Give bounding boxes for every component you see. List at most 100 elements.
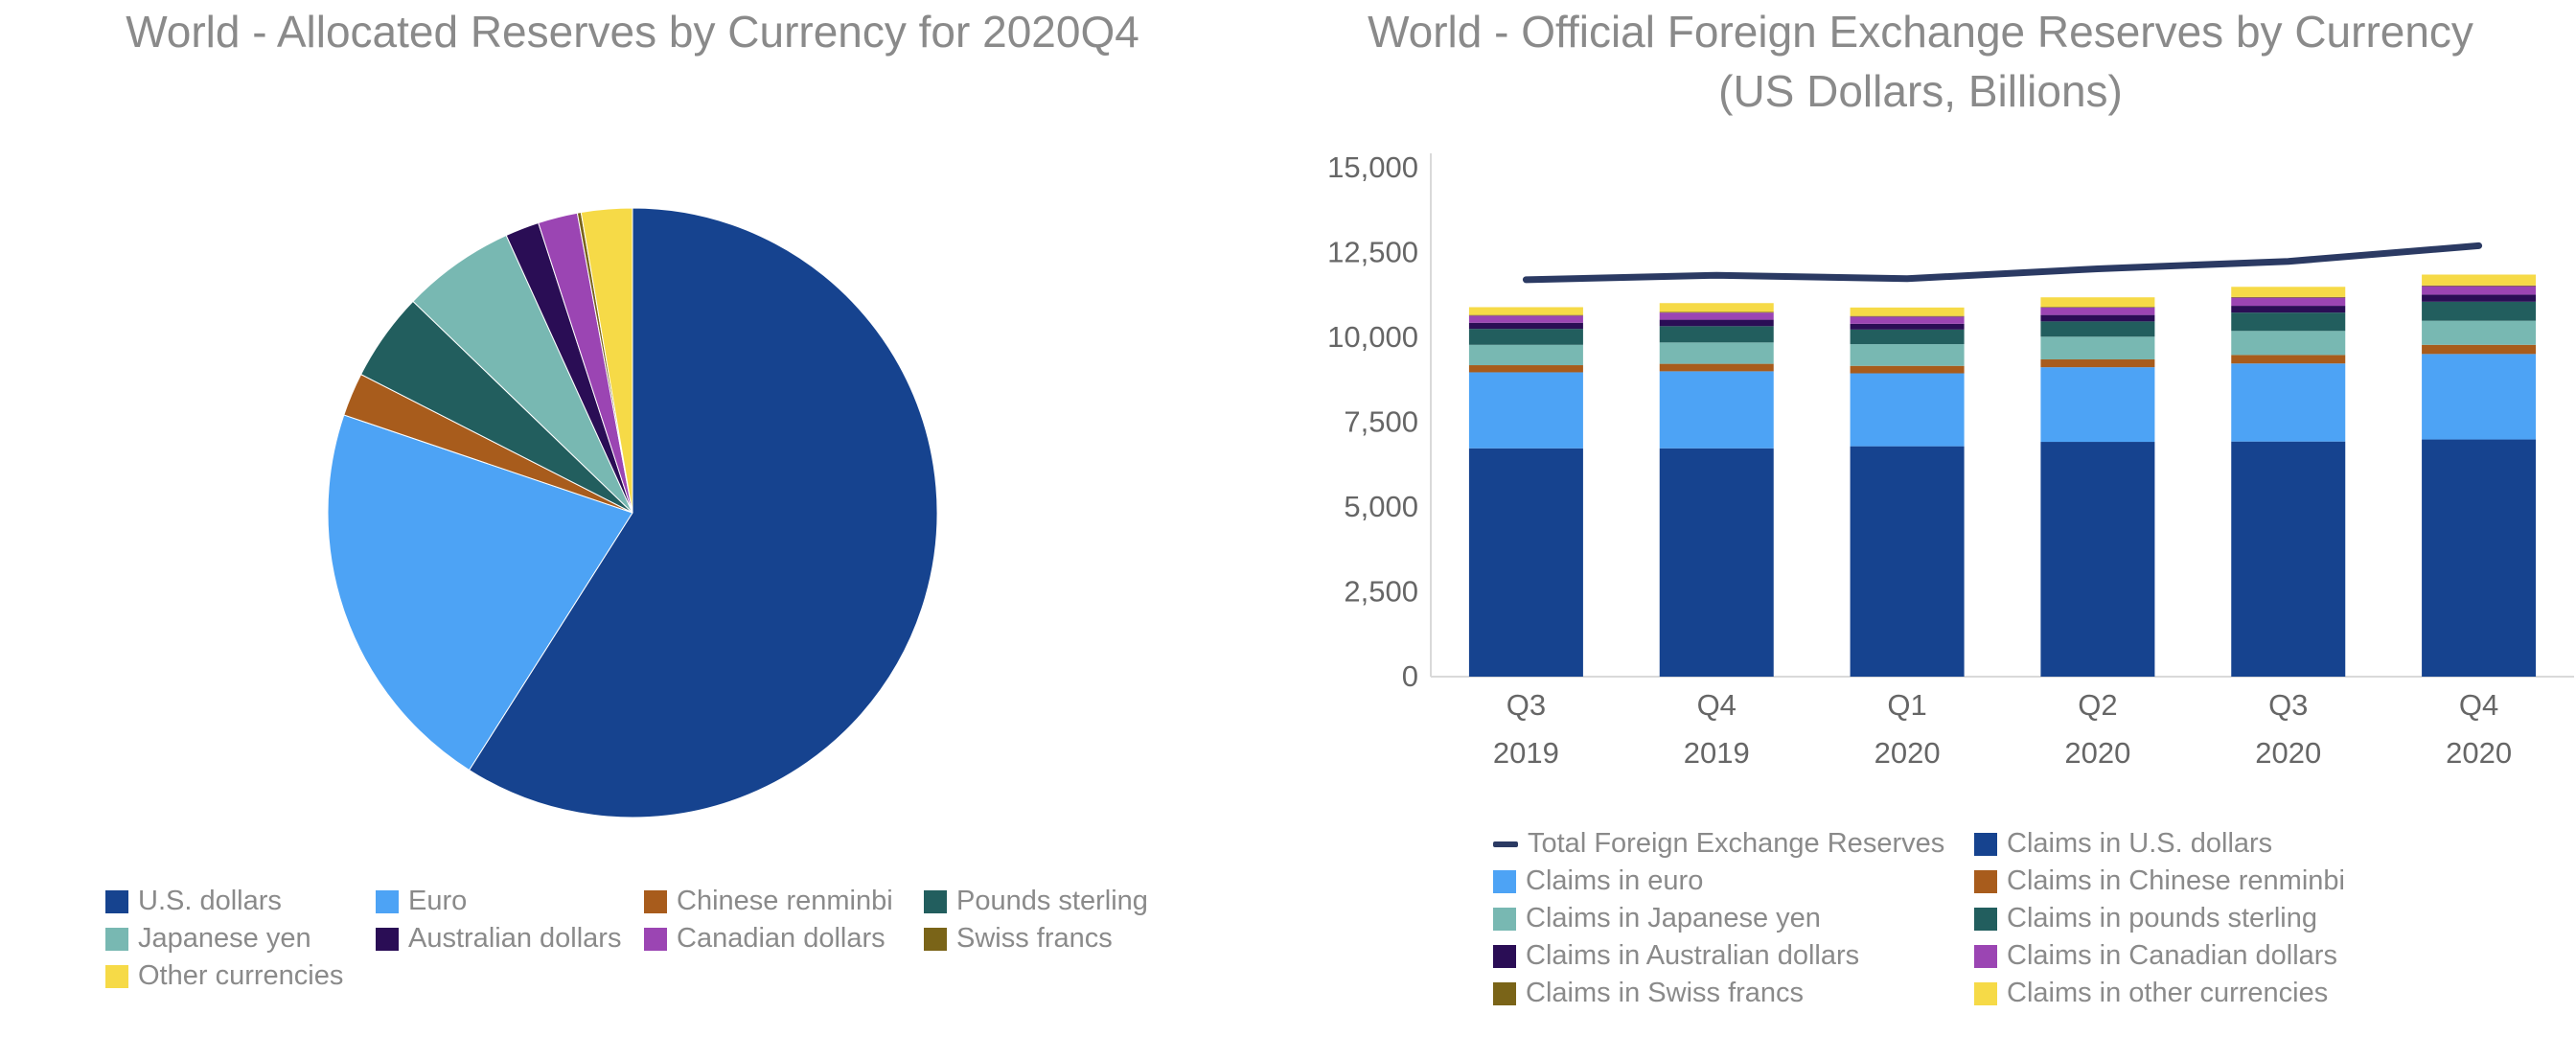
bar-segment-claims-in-u-s-dollars bbox=[1468, 448, 1583, 677]
legend-label: Claims in Swiss francs bbox=[1526, 978, 1805, 1008]
bar-legend-item: Claims in other currencies bbox=[1974, 978, 2328, 1009]
y-tick-label: 15,000 bbox=[1327, 150, 1418, 184]
legend-label: Chinese renminbi bbox=[677, 886, 893, 916]
bar-segment-claims-in-chinese-renminbi bbox=[2422, 344, 2537, 355]
bar-legend-item: Claims in U.S. dollars bbox=[1974, 828, 2272, 860]
x-tick-label: 2020 bbox=[2255, 736, 2321, 770]
bar-segment-claims-in-u-s-dollars bbox=[2231, 441, 2346, 677]
pie-slice-u-s-dollars bbox=[468, 207, 938, 818]
legend-label: Other currencies bbox=[138, 960, 344, 991]
bar-segment-claims-in-other-currencies bbox=[2231, 287, 2346, 297]
bar-segment-claims-in-other-currencies bbox=[1850, 307, 1965, 316]
bar-segment-claims-in-japanese-yen bbox=[2040, 336, 2155, 360]
pie-legend-item: Japanese yen bbox=[105, 923, 311, 955]
legend-swatch bbox=[644, 889, 667, 913]
bar-segment-claims-in-other-currencies bbox=[2040, 297, 2155, 308]
legend-swatch bbox=[924, 927, 947, 951]
legend-label: Total Foreign Exchange Reserves bbox=[1528, 828, 1945, 859]
pie-legend-item: Euro bbox=[376, 886, 467, 917]
bar-segment-claims-in-chinese-renminbi bbox=[1468, 365, 1583, 373]
bar-segment-claims-in-pounds-sterling bbox=[2422, 301, 2537, 321]
bar-chart-title: World - Official Foreign Exchange Reserv… bbox=[1368, 7, 2473, 57]
x-tick-label: 2020 bbox=[1874, 736, 1941, 770]
pie-chart-panel: World - Allocated Reserves by Currency f… bbox=[0, 0, 1265, 1037]
legend-swatch bbox=[924, 889, 947, 913]
bar-segment-claims-in-swiss-francs bbox=[1659, 311, 1774, 313]
bar-segment-claims-in-swiss-francs bbox=[2040, 307, 2155, 308]
y-tick-label: 0 bbox=[1402, 659, 1418, 693]
bar-segment-claims-in-australian-dollars bbox=[1468, 322, 1583, 330]
bar-segment-claims-in-chinese-renminbi bbox=[1659, 363, 1774, 372]
pie-slice-euro bbox=[327, 414, 633, 772]
pie-legend-item: Canadian dollars bbox=[644, 923, 886, 955]
bar-legend: Total Foreign Exchange Reserves Claims in… bbox=[1265, 0, 2576, 1037]
bar-legend-item: Claims in euro bbox=[1493, 865, 1703, 897]
pie-legend-item: Australian dollars bbox=[376, 923, 621, 955]
bar-segment-claims-in-u-s-dollars bbox=[1659, 448, 1774, 677]
legend-label: Claims in Chinese renminbi bbox=[2007, 865, 2345, 896]
bar-segment-claims-in-other-currencies bbox=[2422, 274, 2537, 286]
pie-legend-item: U.S. dollars bbox=[105, 886, 282, 917]
legend-label: Swiss francs bbox=[956, 923, 1113, 954]
legend-swatch bbox=[1493, 981, 1516, 1005]
legend-swatch bbox=[1974, 907, 1997, 931]
pie-legend-item: Swiss francs bbox=[924, 923, 1113, 955]
bar-segment-claims-in-euro bbox=[1659, 371, 1774, 449]
bar-segment-claims-in-japanese-yen bbox=[2422, 320, 2537, 345]
legend-swatch bbox=[1974, 981, 1997, 1005]
legend-label: Claims in other currencies bbox=[2007, 978, 2329, 1008]
legend-label: Euro bbox=[408, 886, 468, 916]
y-tick-label: 2,500 bbox=[1344, 575, 1418, 609]
pie-slice-japanese-yen bbox=[412, 234, 633, 514]
y-tick-label: 5,000 bbox=[1344, 490, 1418, 523]
bar-segment-claims-in-australian-dollars bbox=[2422, 294, 2537, 302]
bar-segment-claims-in-australian-dollars bbox=[1850, 323, 1965, 330]
legend-swatch bbox=[376, 927, 399, 951]
bar-segment-claims-in-u-s-dollars bbox=[1850, 446, 1965, 677]
x-tick-label: Q4 bbox=[2459, 688, 2498, 722]
legend-swatch bbox=[1493, 869, 1516, 893]
bar-legend-item: Claims in pounds sterling bbox=[1974, 903, 2317, 934]
pie-legend-item: Pounds sterling bbox=[924, 886, 1148, 917]
bar-segment-claims-in-euro bbox=[2422, 354, 2537, 440]
x-tick-label: 2019 bbox=[1493, 736, 1559, 770]
pie-slice-other-currencies bbox=[580, 207, 633, 514]
x-tick-label: Q4 bbox=[1697, 688, 1736, 722]
legend-swatch bbox=[644, 927, 667, 951]
x-tick-label: 2020 bbox=[2064, 736, 2130, 770]
total-reserves-line bbox=[1522, 242, 2483, 284]
bar-segment-claims-in-canadian-dollars bbox=[2040, 307, 2155, 315]
bar-segment-claims-in-swiss-francs bbox=[2422, 285, 2537, 287]
legend-label: Claims in Canadian dollars bbox=[2007, 940, 2337, 971]
bar-segment-claims-in-pounds-sterling bbox=[1659, 326, 1774, 343]
bar-segment-claims-in-chinese-renminbi bbox=[2231, 355, 2346, 364]
bar-segment-claims-in-chinese-renminbi bbox=[1850, 365, 1965, 374]
legend-label: Australian dollars bbox=[408, 923, 622, 954]
x-tick-label: Q3 bbox=[2268, 688, 2308, 722]
bar-legend-item: Claims in Japanese yen bbox=[1493, 903, 1821, 934]
legend-label: Claims in Australian dollars bbox=[1526, 940, 1860, 971]
legend-label: Canadian dollars bbox=[677, 923, 886, 954]
legend-label: Japanese yen bbox=[138, 923, 311, 954]
bar-segment-claims-in-japanese-yen bbox=[2231, 331, 2346, 356]
legend-swatch bbox=[1974, 869, 1997, 893]
legend-label: U.S. dollars bbox=[138, 886, 282, 916]
y-tick-label: 7,500 bbox=[1344, 405, 1418, 439]
legend-swatch bbox=[105, 964, 128, 988]
bar-segment-claims-in-australian-dollars bbox=[2040, 314, 2155, 322]
bar-legend-item: Total Foreign Exchange Reserves bbox=[1493, 828, 1944, 860]
legend-swatch bbox=[1974, 832, 1997, 856]
bar-segment-claims-in-u-s-dollars bbox=[2040, 442, 2155, 677]
x-tick-label: Q2 bbox=[2078, 688, 2117, 722]
pie-chart bbox=[327, 207, 938, 818]
bar-segment-claims-in-canadian-dollars bbox=[2231, 297, 2346, 307]
bar-segment-claims-in-canadian-dollars bbox=[2422, 286, 2537, 295]
bar-segment-claims-in-chinese-renminbi bbox=[2040, 359, 2155, 368]
bar-segment-claims-in-u-s-dollars bbox=[2422, 439, 2537, 677]
bar-segment-claims-in-euro bbox=[1850, 373, 1965, 447]
bar-segment-claims-in-australian-dollars bbox=[1659, 319, 1774, 327]
bar-segment-claims-in-canadian-dollars bbox=[1850, 316, 1965, 324]
bar-segment-claims-in-euro bbox=[2040, 367, 2155, 443]
bar-legend-item: Claims in Swiss francs bbox=[1493, 978, 1804, 1009]
legend-line-swatch bbox=[1493, 841, 1518, 847]
